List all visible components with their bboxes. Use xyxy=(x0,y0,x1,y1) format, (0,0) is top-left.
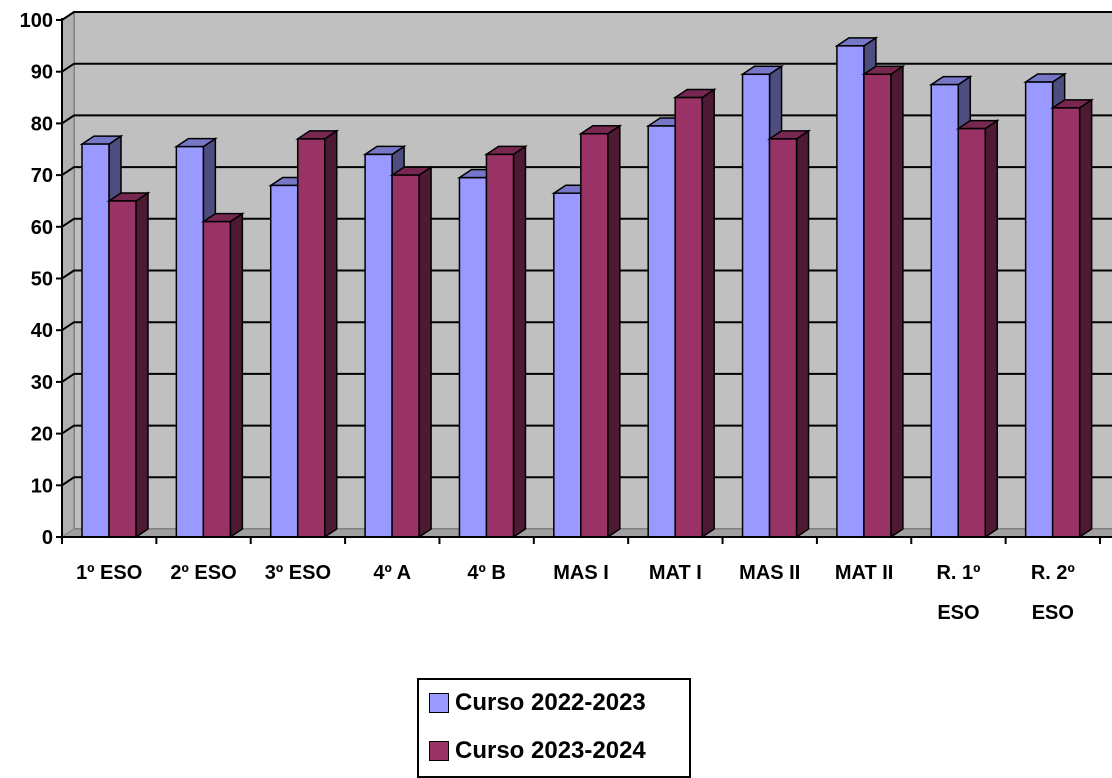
x-tick-label: ESO xyxy=(937,602,979,624)
bar-front xyxy=(108,200,137,538)
legend-item-series-2: Curso 2023-2024 xyxy=(429,734,646,768)
x-tick-label: 4º A xyxy=(373,562,411,584)
bar xyxy=(955,119,1000,539)
bar-front xyxy=(836,45,865,538)
bar xyxy=(483,145,528,539)
bar-side xyxy=(512,145,527,539)
x-tick-label: 1º ESO xyxy=(76,562,142,584)
bar-front xyxy=(553,192,582,538)
x-tick-label: R. 1º xyxy=(936,562,980,584)
legend-swatch-series-2 xyxy=(429,741,449,761)
legend-swatch-series-1 xyxy=(429,693,449,713)
y-tick-label: 80 xyxy=(31,113,53,135)
bar-front xyxy=(296,138,326,538)
bar-front xyxy=(1024,81,1054,538)
bar-front xyxy=(364,153,393,538)
bar-front xyxy=(458,176,488,538)
bar-front xyxy=(175,145,205,538)
x-tick-label: R. 2º xyxy=(1031,562,1075,584)
gridline xyxy=(61,62,1112,73)
y-tick-label: 50 xyxy=(31,269,53,291)
x-tick-label: MAS II xyxy=(739,562,800,584)
x-tick-label: MAT II xyxy=(835,562,894,584)
bar-front xyxy=(863,73,892,538)
bar xyxy=(1050,98,1095,539)
bar-side xyxy=(795,129,810,539)
bar-front xyxy=(647,125,676,538)
bar xyxy=(672,88,717,539)
bar-chart: 0 10 20 30 40 50 60 70 80 90 100 1º ESO 2º ESO 3º ES… xyxy=(20,10,1112,624)
x-tick-label: MAS I xyxy=(553,562,609,584)
x-tick-label: 2º ESO xyxy=(170,562,236,584)
bar-side xyxy=(890,64,904,539)
y-tick-label: 10 xyxy=(31,475,53,497)
legend-label-series-2: Curso 2023-2024 xyxy=(455,737,646,764)
bar xyxy=(200,212,245,539)
bar-side xyxy=(701,88,715,539)
bar-front xyxy=(269,184,299,538)
bar xyxy=(578,124,623,539)
bar-front xyxy=(930,83,960,538)
bar-front xyxy=(580,132,609,538)
bar xyxy=(389,165,434,539)
y-tick-label: 40 xyxy=(31,320,53,342)
bar-front xyxy=(1051,107,1081,538)
bar-front xyxy=(81,143,110,538)
y-tick-label: 60 xyxy=(31,217,53,239)
bar-front xyxy=(674,96,703,538)
bar-front xyxy=(957,127,987,538)
bar-front xyxy=(485,153,515,538)
x-axis-ticks: 1º ESO 2º ESO 3º ESO 4º A 4º B MAS I MAT I MAS … xyxy=(61,537,1101,624)
y-tick-label: 30 xyxy=(31,372,53,394)
bar-side xyxy=(984,119,999,539)
x-tick-label: ESO xyxy=(1032,602,1074,624)
legend-item-series-1: Curso 2022-2023 xyxy=(429,686,646,720)
bar xyxy=(861,64,906,539)
y-tick-label: 90 xyxy=(31,62,53,84)
bar-front xyxy=(391,174,420,538)
y-tick-label: 20 xyxy=(31,424,53,446)
bar-side xyxy=(607,124,621,539)
x-tick-label: 4º B xyxy=(467,562,505,584)
bars xyxy=(79,36,1095,539)
bar-front xyxy=(741,73,771,538)
bar-front xyxy=(768,138,798,538)
bar-side xyxy=(135,191,149,539)
y-tick-label: 100 xyxy=(20,10,53,32)
x-tick-label: 3º ESO xyxy=(265,562,331,584)
bar-side xyxy=(1078,98,1093,539)
bar-side xyxy=(229,212,244,539)
legend: Curso 2022-2023 Curso 2023-2024 xyxy=(417,678,691,778)
bar xyxy=(106,191,151,539)
y-tick-label: 0 xyxy=(42,527,53,549)
x-tick-label: MAT I xyxy=(649,562,702,584)
gridline xyxy=(61,11,1112,21)
bar-side xyxy=(323,129,338,539)
y-axis-ticks: 0 10 20 30 40 50 60 70 80 90 100 xyxy=(20,10,62,549)
bar-side xyxy=(418,165,432,539)
bar xyxy=(295,129,340,539)
bar-front xyxy=(202,220,232,538)
y-tick-label: 70 xyxy=(31,165,53,187)
bar xyxy=(767,129,812,539)
gridline xyxy=(61,114,1112,125)
legend-label-series-1: Curso 2022-2023 xyxy=(455,689,646,716)
